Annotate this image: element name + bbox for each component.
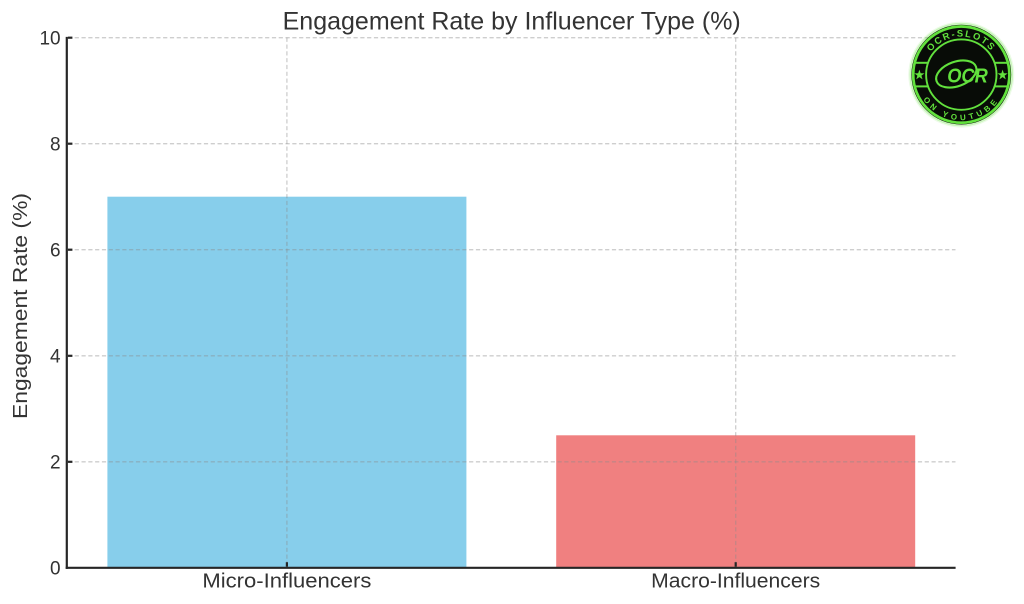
svg-text:10: 10 [39,29,60,50]
svg-text:Macro-Influencers: Macro-Influencers [651,571,820,593]
svg-text:OCR: OCR [947,65,988,87]
svg-text:Micro-Influencers: Micro-Influencers [202,571,371,593]
svg-text:Engagement Rate (%): Engagement Rate (%) [10,193,32,419]
svg-text:2: 2 [50,453,61,474]
svg-text:8: 8 [50,135,61,156]
svg-text:6: 6 [50,241,61,262]
svg-text:4: 4 [50,347,61,368]
svg-text:Engagement Rate by Influencer: Engagement Rate by Influencer Type (%) [283,8,741,36]
svg-text:0: 0 [50,559,61,580]
